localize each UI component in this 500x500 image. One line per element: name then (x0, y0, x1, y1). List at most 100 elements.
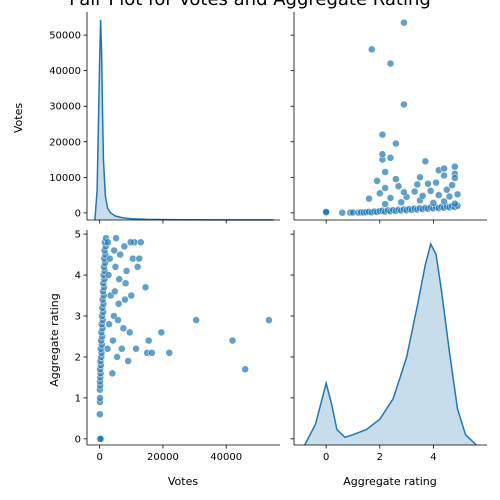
scatter-point (381, 168, 389, 176)
scatter-point (132, 345, 140, 353)
scatter-point (111, 263, 120, 271)
scatter-point (192, 316, 200, 324)
scatter-point (124, 357, 132, 365)
scatter-point (103, 345, 112, 353)
panel-rating-kde: 0 2 4 (290, 230, 487, 463)
x-tick-label: 0 (96, 452, 102, 463)
scatter-point (114, 299, 123, 308)
scatter-point (432, 178, 440, 187)
scatter-point (228, 336, 237, 345)
scatter-point (451, 162, 459, 171)
y-axis-label-votes: Votes (12, 103, 25, 133)
scatter-point (115, 275, 124, 283)
scatter-point (378, 150, 387, 158)
scatter-point (386, 154, 395, 162)
y-axis-label-rating: Aggregate rating (48, 293, 61, 386)
x-tick-label: 4 (430, 452, 436, 463)
scatter-point (96, 410, 104, 419)
scatter-point (127, 291, 136, 300)
y-tick-label: 30000 (49, 102, 81, 113)
scatter-point (105, 320, 113, 328)
scatter-point (241, 365, 249, 373)
scatter-point (392, 175, 400, 183)
y-tick-label: 1 (75, 393, 81, 404)
x-axis-label-rating: Aggregate rating (343, 475, 436, 488)
scatter-point (129, 254, 137, 263)
y-tick-label: 4 (75, 271, 81, 282)
scatter-point (122, 267, 131, 275)
scatter-point (108, 369, 117, 378)
scatter-point (400, 18, 408, 27)
panel-rating-vs-votes: 0 1 2 3 4 5 0 20000 40000 (75, 230, 280, 463)
scatter-point (265, 316, 273, 324)
scatter-point (429, 199, 438, 207)
y-tick-label: 0 (75, 208, 81, 219)
kde-line-rating (304, 241, 477, 446)
scatter-point (386, 59, 395, 68)
scatter-point (443, 186, 451, 194)
scatter-point (96, 435, 105, 443)
y-tick-label: 40000 (49, 66, 81, 77)
scatter-point (104, 238, 112, 247)
scatter-point (135, 254, 143, 263)
scatter-point (141, 283, 150, 292)
scatter-point (397, 198, 405, 206)
scatter-point (400, 100, 408, 109)
scatter-point (118, 345, 126, 353)
scatter-point (424, 179, 432, 188)
scatter-point (453, 190, 462, 199)
scatter-point (126, 238, 135, 247)
scatter-point (322, 208, 330, 216)
chart-title: Pair Plot for Votes and Aggregate Rating (69, 0, 431, 10)
kde-area-votes (94, 20, 274, 220)
x-tick-label: 2 (377, 452, 383, 463)
scatter-point (96, 394, 104, 402)
scatter-point (121, 295, 129, 304)
scatter-point (116, 250, 124, 259)
y-tick-label: 0 (75, 434, 81, 445)
scatter-point (440, 171, 448, 180)
scatter-point (418, 192, 427, 200)
y-tick-label: 10000 (49, 173, 81, 184)
scatter-point (448, 181, 456, 189)
scatter-point (451, 199, 459, 208)
x-tick-label: 40000 (210, 452, 242, 463)
scatter-point (120, 242, 129, 251)
scatter-point (410, 187, 419, 196)
scatter-point (121, 279, 130, 287)
scatter-point (367, 45, 376, 54)
x-tick-label: 20000 (147, 452, 179, 463)
scatter-point (338, 208, 346, 217)
y-tick-label: 5 (75, 230, 81, 241)
kde-line-votes (94, 19, 274, 221)
scatter-point (392, 139, 400, 148)
scatter-point (426, 187, 435, 195)
scatter-point (445, 192, 454, 201)
y-tick-label: 20000 (49, 137, 81, 148)
scatter-point (114, 316, 122, 324)
y-tick-label: 3 (75, 312, 81, 323)
scatter-point (381, 184, 389, 192)
scatter-point (435, 191, 443, 199)
scatter-point (416, 173, 424, 182)
x-axis-label-votes: Votes (168, 475, 198, 488)
scatter-point (165, 349, 174, 357)
y-tick-label: 50000 (49, 31, 81, 42)
scatter-point (413, 180, 422, 189)
scatter-point (144, 336, 153, 345)
scatter-point (137, 238, 145, 247)
scatter-point (440, 197, 448, 206)
scatter-point (148, 349, 156, 357)
scatter-point (110, 246, 118, 255)
scatter-point (381, 200, 389, 208)
scatter-point (421, 157, 430, 166)
scatter-point (113, 353, 121, 361)
x-tick-label: 0 (323, 452, 329, 463)
scatter-point (376, 189, 384, 198)
panel-votes-vs-rating (290, 12, 487, 224)
scatter-point (386, 194, 395, 202)
scatter-point (112, 234, 120, 242)
kde-area-rating (304, 244, 477, 445)
scatter-point (106, 254, 114, 263)
